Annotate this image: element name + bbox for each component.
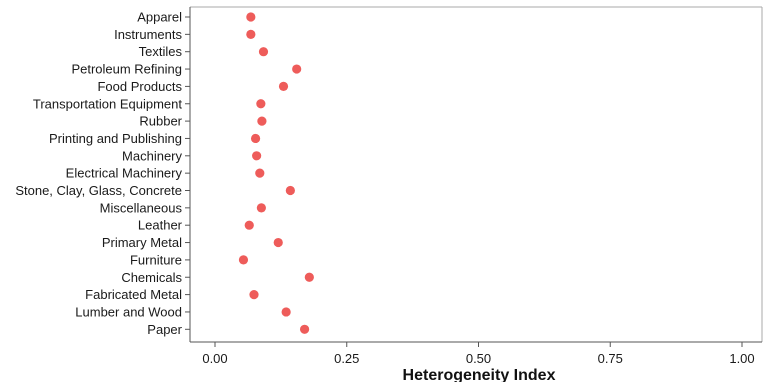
data-point — [278, 81, 289, 91]
category-label: Stone, Clay, Glass, Concrete — [15, 183, 182, 198]
x-axis-ticks: 0.00 0.25 0.50 0.75 1.00 — [202, 342, 755, 366]
data-point — [246, 29, 256, 39]
category-label: Rubber — [139, 114, 182, 129]
category-label: Instruments — [114, 27, 182, 42]
category-label: Machinery — [122, 148, 182, 163]
x-tick-label: 0.75 — [598, 351, 623, 366]
data-point — [256, 203, 266, 213]
category-label: Leather — [138, 218, 183, 233]
category-label: Miscellaneous — [100, 200, 183, 215]
category-label: Electrical Machinery — [66, 166, 183, 181]
data-point — [285, 185, 295, 196]
plot-frame — [189, 6, 763, 343]
category-label: Apparel — [137, 10, 182, 25]
data-point — [257, 116, 267, 126]
category-label: Printing and Publishing — [49, 131, 182, 146]
category-label: Fabricated Metal — [85, 287, 182, 302]
data-point — [238, 255, 249, 265]
x-tick-label: 0.50 — [466, 351, 491, 366]
category-label: Furniture — [130, 252, 182, 267]
x-tick-label: 0.25 — [334, 351, 359, 366]
category-label: Paper — [147, 322, 182, 337]
category-labels: Apparel Instruments Textiles Petroleum Refi… — [15, 10, 190, 337]
category-label: Food Products — [97, 79, 182, 94]
category-label: Petroleum Refining — [71, 62, 182, 77]
data-point — [292, 64, 302, 74]
data-point — [250, 133, 261, 144]
data-point — [246, 12, 256, 22]
data-point — [273, 237, 283, 248]
x-axis-label: Heterogeneity Index — [403, 367, 556, 382]
data-point — [258, 47, 269, 57]
data-point — [281, 307, 291, 317]
data-point — [304, 272, 314, 282]
data-point — [256, 99, 266, 109]
data-point — [244, 220, 254, 230]
data-point — [252, 151, 262, 161]
data-point — [255, 168, 265, 178]
category-label: Primary Metal — [102, 235, 182, 250]
x-tick-label: 1.00 — [729, 351, 754, 366]
data-point — [299, 324, 310, 334]
category-label: Lumber and Wood — [75, 304, 182, 319]
category-label: Textiles — [139, 44, 183, 59]
data-points — [238, 12, 314, 334]
category-label: Chemicals — [121, 270, 182, 285]
category-label: Transportation Equipment — [33, 96, 182, 111]
data-point — [249, 290, 259, 300]
x-tick-label: 0.00 — [202, 351, 227, 366]
